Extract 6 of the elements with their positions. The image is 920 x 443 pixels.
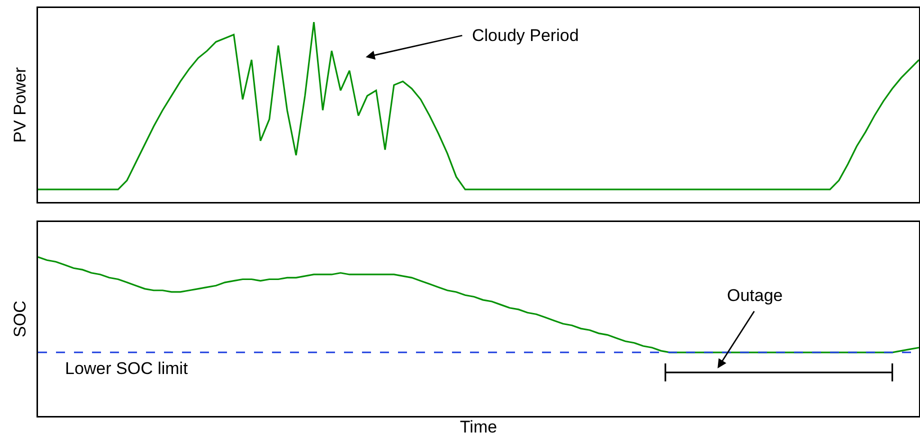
annotation: Cloudy Period [472, 26, 579, 45]
y-axis-title: SOC [10, 300, 30, 338]
annotation: Outage [727, 286, 783, 305]
ref-line-label: Lower SOC limit [65, 359, 188, 378]
y-axis-title: PV Power [10, 66, 30, 143]
x-axis-title: Time [460, 418, 498, 437]
